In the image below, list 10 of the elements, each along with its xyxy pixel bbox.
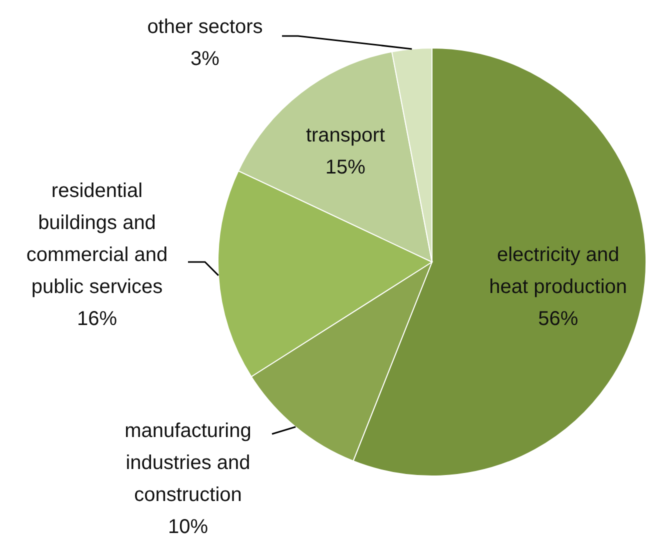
slice-label: residential buildings and commercial and public services [26,180,168,298]
slice-label: other sectors [147,16,263,38]
data-label: 3% [190,48,220,70]
slice-label: electricity and heat production [489,244,628,298]
data-label: 16% [76,308,118,330]
slice-label: transport [306,124,386,146]
data-label: 15% [325,156,366,178]
slice-label: manufacturing industries and construction [124,420,252,506]
data-label: 56% [538,308,578,330]
data-label: 10% [168,516,208,534]
